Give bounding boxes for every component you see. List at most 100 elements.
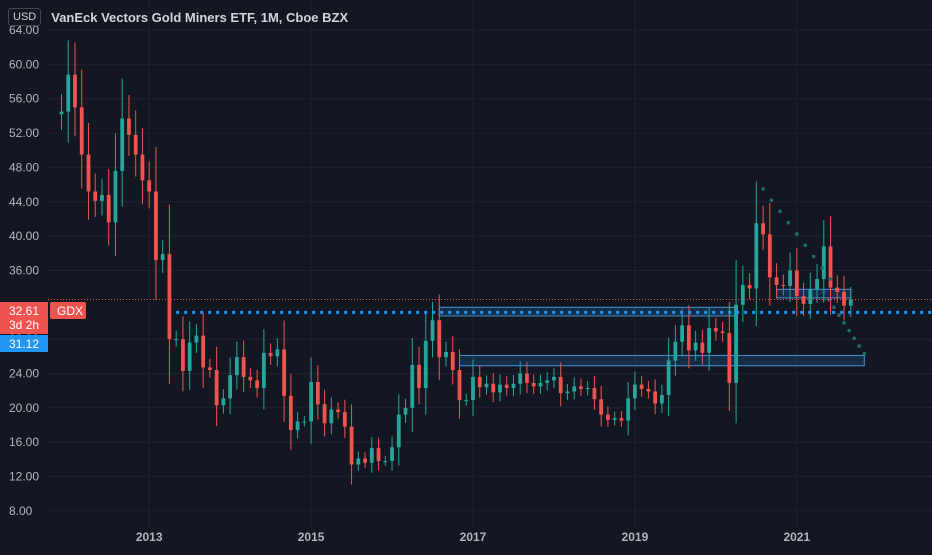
- candle-body: [639, 384, 644, 389]
- candle-body: [565, 391, 570, 394]
- candle-body: [113, 170, 118, 223]
- candle-body: [234, 357, 239, 376]
- candle-body: [680, 325, 685, 342]
- chart-header: USD VanEck Vectors Gold Miners ETF, 1M, …: [8, 6, 348, 28]
- candle-body: [363, 458, 367, 463]
- candle-body: [572, 386, 577, 392]
- candle-body: [221, 398, 226, 406]
- candle-body: [713, 327, 718, 332]
- projection-dot: [862, 351, 867, 356]
- candle-body: [808, 289, 813, 304]
- support-zone: [438, 306, 737, 317]
- projection-dot: [852, 336, 856, 341]
- candle-body: [693, 342, 698, 351]
- projection-dot: [769, 198, 774, 202]
- candle-body: [673, 341, 678, 361]
- candle-body: [700, 342, 705, 353]
- candle-body: [518, 373, 523, 384]
- candle-body: [127, 118, 131, 135]
- candle-body: [599, 399, 604, 415]
- x-tick-label: 2017: [460, 530, 487, 544]
- candle-body: [315, 382, 320, 405]
- candle-body: [734, 304, 738, 383]
- y-tick-label: 52.00: [9, 126, 39, 140]
- candle-body: [282, 349, 287, 396]
- candle-body: [342, 412, 347, 427]
- x-tick-label: 2015: [298, 530, 325, 544]
- y-tick-label: 24.00: [9, 366, 39, 380]
- candle-body: [133, 134, 138, 155]
- candle-body: [322, 404, 327, 424]
- candle-body: [821, 246, 826, 280]
- candle-body: [606, 414, 610, 420]
- candle-body: [767, 234, 772, 278]
- candle-body: [59, 111, 64, 115]
- candle-body: [268, 352, 273, 357]
- y-tick-label: 12.00: [9, 469, 39, 483]
- projection-dot: [857, 344, 862, 348]
- candle-body: [430, 320, 435, 341]
- candle-body: [653, 391, 658, 404]
- candle-body: [201, 335, 206, 368]
- x-tick-label: 2019: [622, 530, 649, 544]
- candle-body: [484, 383, 489, 388]
- projection-dot: [828, 277, 833, 281]
- candle-body: [288, 395, 293, 431]
- currency-badge[interactable]: USD: [8, 8, 42, 26]
- candle-body: [794, 270, 799, 297]
- projection-dot: [832, 305, 836, 310]
- candle-body: [612, 418, 617, 420]
- candle-body: [754, 223, 759, 289]
- candle-body: [464, 400, 469, 402]
- candle-body: [740, 285, 745, 305]
- candle-body: [106, 194, 111, 223]
- candle-body: [261, 352, 266, 389]
- candle-body: [781, 285, 786, 287]
- time-axis[interactable]: 2013 2015 2017 2019 2021: [136, 530, 811, 544]
- candle-body: [707, 327, 712, 353]
- candle-body: [592, 388, 597, 400]
- candle-body: [241, 357, 246, 377]
- level-price-value: 31.12: [9, 337, 39, 351]
- projection-dot: [803, 243, 808, 248]
- candle-body: [66, 74, 71, 112]
- y-tick-label: 20.00: [9, 401, 39, 415]
- projection-dot: [847, 328, 851, 333]
- candle-body: [444, 352, 448, 358]
- candle-body: [491, 383, 496, 393]
- candle-body: [403, 407, 408, 415]
- candle-body: [788, 270, 792, 286]
- candle-body: [86, 154, 91, 192]
- candle-body: [552, 376, 556, 381]
- candle-body: [167, 254, 172, 340]
- projection-dot: [795, 232, 799, 236]
- candle-body: [383, 461, 388, 463]
- projection-dots: [761, 187, 867, 356]
- candle-body: [147, 180, 152, 192]
- candle-body: [349, 426, 354, 465]
- candle-body: [720, 331, 725, 334]
- candle-body: [255, 380, 260, 389]
- candle-body: [336, 409, 340, 413]
- candle-body: [423, 340, 428, 389]
- candle-body: [140, 154, 145, 181]
- projection-dot: [820, 265, 824, 270]
- candle-body: [417, 364, 421, 389]
- candle-body: [525, 373, 529, 383]
- y-tick-label: 40.00: [9, 229, 39, 243]
- candle-body: [437, 320, 442, 358]
- projection-dot: [778, 209, 782, 214]
- price-axis[interactable]: 64.00 60.00 56.00 52.00 48.00 44.00 40.00 36.00…: [9, 23, 39, 518]
- y-tick-label: 44.00: [9, 195, 39, 209]
- chart-title: VanEck Vectors Gold Miners ETF, 1M, Cboe…: [51, 9, 349, 25]
- candle-body: [208, 367, 212, 371]
- candle-body: [579, 386, 583, 389]
- candle-body: [633, 384, 637, 399]
- candle-body: [531, 382, 536, 387]
- projection-dot: [811, 254, 816, 259]
- symbol-tag-label: GDX: [57, 304, 83, 318]
- candle-body: [477, 376, 482, 388]
- candle-body: [457, 370, 462, 401]
